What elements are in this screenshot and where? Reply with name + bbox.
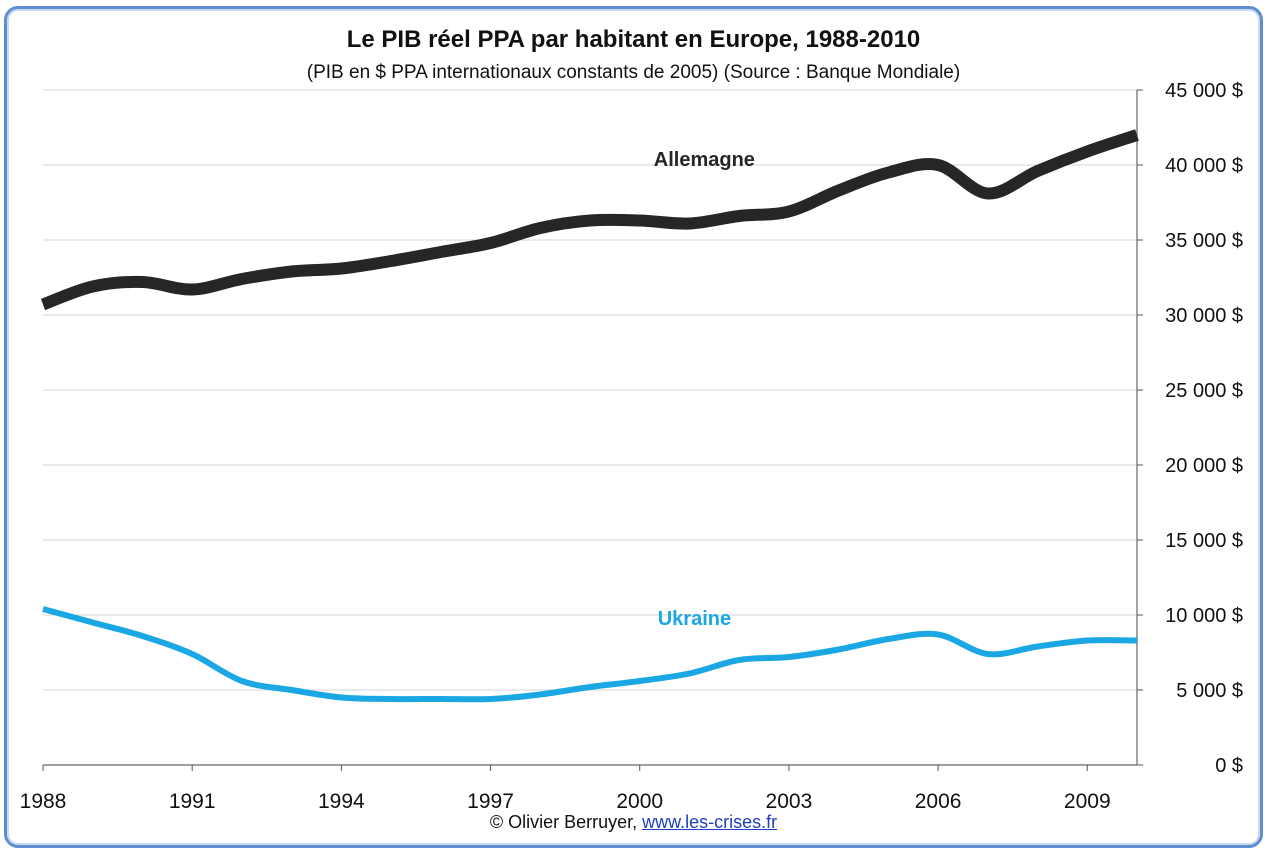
chart-subtitle: (PIB en $ PPA internationaux constants d… [306,62,961,83]
chart-frame [4,6,1263,848]
x-tick-label: 2009 [1064,790,1111,813]
chart-title: Le PIB réel PPA par habitant en Europe, … [346,26,921,53]
y-tick-label: 0 $ [1215,755,1243,777]
y-tick-label: 5 000 $ [1176,680,1243,702]
x-tick-label: 1991 [169,790,216,813]
footer-credit: © Olivier Berruyer, www.les-crises.fr [0,812,1267,833]
y-tick-label: 40 000 $ [1165,155,1243,177]
series-line-ukraine [42,606,1138,703]
footer-link[interactable]: www.les-crises.fr [642,812,778,832]
x-tick-label: 1988 [20,790,67,813]
y-tick-label: 45 000 $ [1165,80,1243,102]
series-label-allemagne: Allemagne [654,149,755,171]
series-label-ukraine: Ukraine [658,608,731,630]
y-tick-label: 25 000 $ [1165,380,1243,402]
x-tick-label: 1997 [467,790,514,813]
y-tick-label: 10 000 $ [1165,605,1243,627]
y-tick-label: 30 000 $ [1165,305,1243,327]
x-tick-label: 1994 [318,790,365,813]
y-tick-label: 15 000 $ [1165,530,1243,552]
series-line-allemagne [40,129,1139,311]
y-tick-label: 20 000 $ [1165,455,1243,477]
y-tick-label: 35 000 $ [1165,230,1243,252]
footer-author: © Olivier Berruyer, [489,812,638,832]
x-tick-label: 2000 [616,790,663,813]
x-tick-label: 2006 [915,790,962,813]
x-tick-label: 2003 [766,790,813,813]
